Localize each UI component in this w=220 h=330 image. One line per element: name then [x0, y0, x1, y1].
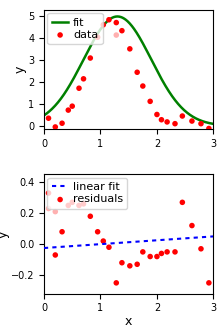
fit	[165, 86, 168, 90]
fit	[166, 87, 169, 91]
residuals	[102, 238, 105, 244]
residuals	[165, 249, 169, 254]
linear fit	[212, 234, 215, 238]
residuals	[53, 252, 57, 258]
residuals	[155, 254, 159, 259]
Y-axis label: y: y	[0, 230, 9, 238]
residuals	[70, 200, 74, 205]
residuals	[128, 263, 132, 269]
X-axis label: x: x	[125, 315, 132, 328]
data	[190, 118, 194, 124]
data	[148, 99, 152, 104]
Point	[53, 209, 57, 214]
data	[181, 114, 184, 119]
fit	[63, 92, 66, 96]
fit	[43, 114, 45, 117]
residuals	[115, 280, 118, 285]
residuals	[136, 262, 139, 267]
data	[165, 119, 169, 124]
data	[53, 124, 57, 130]
linear fit	[198, 235, 200, 239]
Y-axis label: y: y	[14, 66, 27, 73]
data	[136, 70, 139, 75]
residuals	[160, 251, 163, 256]
residuals	[173, 249, 177, 254]
data	[155, 112, 159, 117]
fit	[150, 57, 152, 61]
residuals	[60, 229, 64, 234]
data	[115, 20, 118, 25]
linear fit	[53, 245, 55, 249]
data	[173, 121, 177, 126]
Legend: linear fit, residuals: linear fit, residuals	[47, 178, 127, 209]
data	[60, 120, 64, 126]
fit	[212, 122, 215, 126]
data	[88, 55, 92, 61]
data	[128, 46, 132, 51]
linear fit	[43, 246, 45, 250]
Point	[47, 206, 50, 211]
residuals	[66, 203, 70, 208]
Line: fit: fit	[44, 16, 213, 124]
residuals	[47, 190, 50, 196]
Point	[115, 32, 118, 38]
data	[102, 22, 105, 27]
linear fit	[88, 243, 90, 247]
data	[207, 126, 211, 131]
residuals	[88, 214, 92, 219]
linear fit	[74, 244, 77, 248]
residuals	[141, 249, 145, 254]
linear fit	[50, 246, 52, 249]
data	[66, 108, 70, 113]
Line: linear fit: linear fit	[44, 236, 213, 248]
residuals	[96, 229, 99, 234]
residuals	[181, 200, 184, 205]
Legend: fit, data: fit, data	[47, 13, 103, 44]
residuals	[107, 245, 111, 250]
linear fit	[204, 235, 206, 239]
data	[120, 28, 124, 33]
residuals	[190, 223, 194, 228]
fit	[98, 29, 101, 33]
data	[77, 85, 81, 91]
data	[160, 117, 163, 122]
residuals	[82, 201, 85, 207]
residuals	[207, 280, 211, 285]
data	[107, 17, 111, 22]
data	[199, 121, 203, 126]
data	[96, 35, 99, 40]
fit	[110, 16, 112, 20]
data	[70, 104, 74, 109]
residuals	[199, 246, 203, 251]
fit	[116, 15, 119, 18]
data	[141, 83, 145, 89]
residuals	[148, 254, 152, 259]
data	[82, 76, 85, 82]
data	[47, 115, 50, 121]
residuals	[77, 203, 81, 208]
residuals	[120, 260, 124, 265]
